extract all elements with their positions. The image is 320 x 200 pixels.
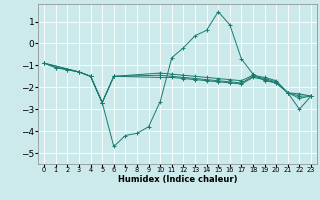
X-axis label: Humidex (Indice chaleur): Humidex (Indice chaleur): [118, 175, 237, 184]
